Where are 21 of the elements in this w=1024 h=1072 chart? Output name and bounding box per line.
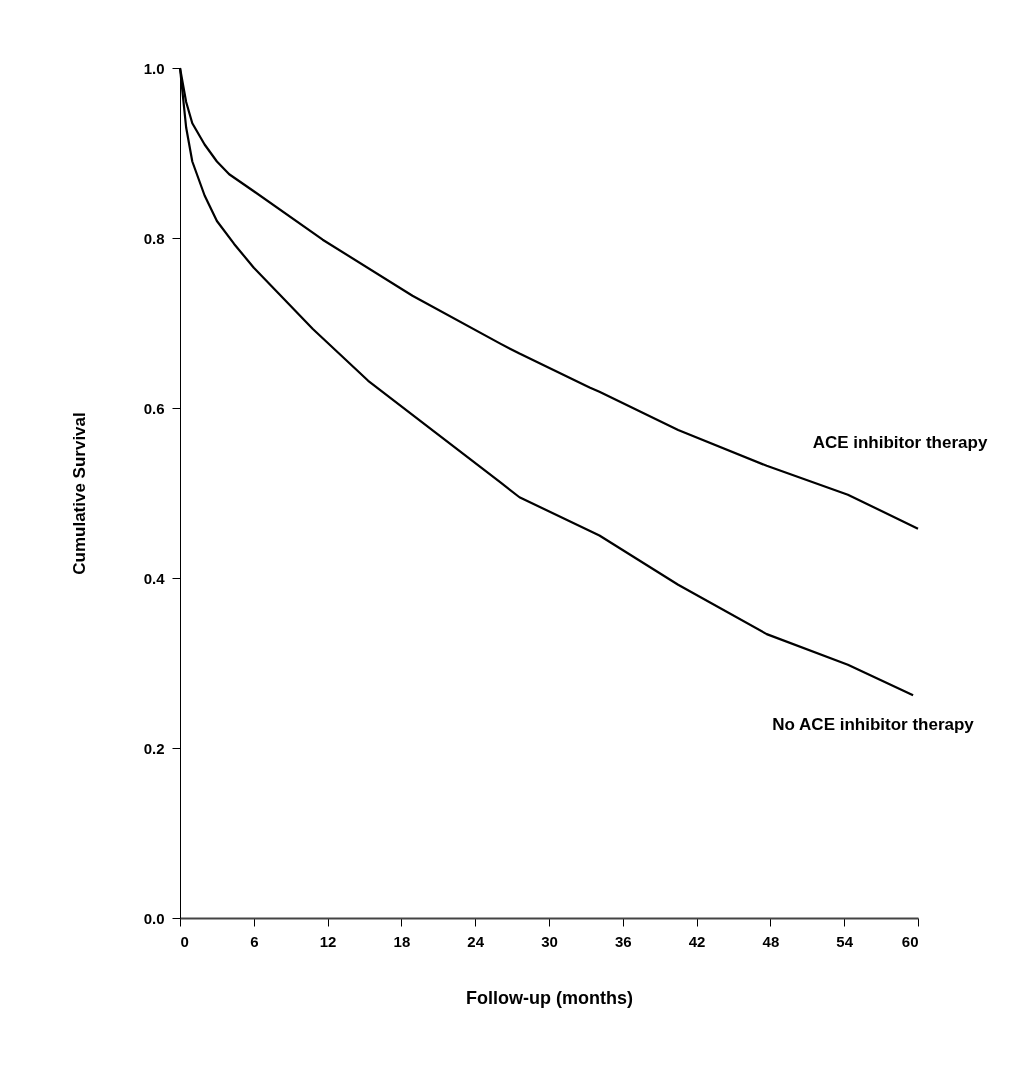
x-tick-label: 12 xyxy=(319,932,337,950)
y-tick-label: 0.8 xyxy=(143,229,165,247)
x-tick-label: 0 xyxy=(180,932,189,950)
x-tick-label: 36 xyxy=(614,932,632,950)
x-tick-label: 24 xyxy=(467,932,485,950)
y-tick-label: 1.0 xyxy=(143,59,165,77)
series-label: ACE inhibitor therapy xyxy=(812,432,988,452)
x-axis-title: Follow-up (months) xyxy=(466,987,633,1008)
y-axis-title: Cumulative Survival xyxy=(69,412,89,575)
x-tick-label: 18 xyxy=(393,932,411,950)
text: No ACE inhibitor therapy xyxy=(772,715,975,735)
x-tick-label: 54 xyxy=(836,932,854,950)
x-tick-label: 42 xyxy=(688,932,706,950)
x-tick-label: 30 xyxy=(541,932,558,950)
y-tick-label: 0.4 xyxy=(143,569,166,587)
y-tick-label: 0.6 xyxy=(143,399,165,417)
x-tick-label: 48 xyxy=(762,932,780,950)
x-tick-label: 6 xyxy=(250,932,259,950)
y-tick-label: 0.0 xyxy=(143,909,165,927)
x-tick-label: 60 xyxy=(901,932,919,950)
y-tick-label: 0.2 xyxy=(143,739,165,757)
